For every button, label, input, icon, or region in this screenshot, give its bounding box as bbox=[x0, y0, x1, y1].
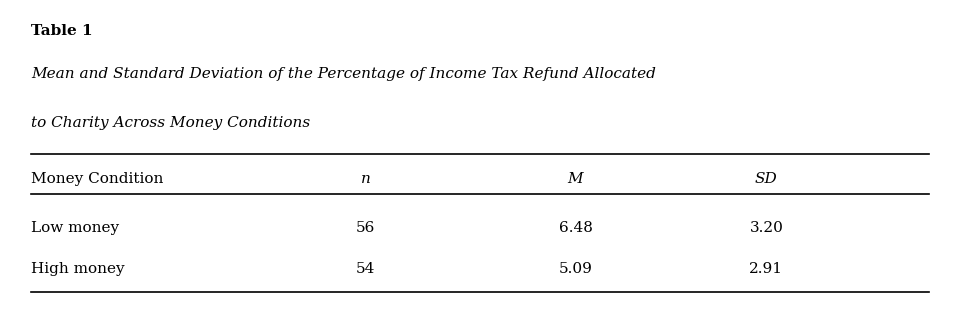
Text: 5.09: 5.09 bbox=[559, 262, 592, 276]
Text: Low money: Low money bbox=[32, 221, 120, 235]
Text: to Charity Across Money Conditions: to Charity Across Money Conditions bbox=[32, 116, 311, 130]
Text: 54: 54 bbox=[356, 262, 375, 276]
Text: 3.20: 3.20 bbox=[750, 221, 783, 235]
Text: High money: High money bbox=[32, 262, 125, 276]
Text: Mean and Standard Deviation of the Percentage of Income Tax Refund Allocated: Mean and Standard Deviation of the Perce… bbox=[32, 67, 657, 81]
Text: Table 1: Table 1 bbox=[32, 24, 93, 38]
Text: 6.48: 6.48 bbox=[559, 221, 592, 235]
Text: SD: SD bbox=[755, 172, 778, 186]
Text: 2.91: 2.91 bbox=[750, 262, 783, 276]
Text: M: M bbox=[567, 172, 584, 186]
Text: Money Condition: Money Condition bbox=[32, 172, 164, 186]
Text: n: n bbox=[361, 172, 371, 186]
Text: 56: 56 bbox=[356, 221, 375, 235]
